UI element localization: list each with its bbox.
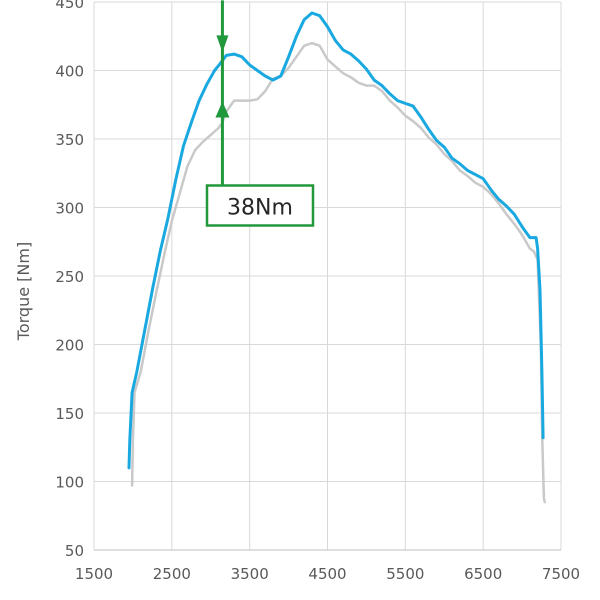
- x-tick-label: 3500: [231, 565, 269, 583]
- x-tick-label: 4500: [308, 565, 346, 583]
- y-tick-label: 200: [55, 337, 84, 355]
- y-tick-labels: 50 100 150 200 250 300 350 400 450: [55, 0, 84, 560]
- annotation-box: [205, 184, 315, 227]
- y-tick-label: 300: [55, 200, 84, 218]
- y-tick-label: 150: [55, 405, 84, 423]
- y-tick-label: 400: [55, 63, 84, 81]
- x-tick-label: 2500: [153, 565, 191, 583]
- x-tick-label: 1500: [75, 565, 113, 583]
- x-tick-labels: 1500 2500 3500 4500 5500 6500 7500: [75, 565, 580, 583]
- series-line-grey: [130, 41, 546, 504]
- y-tick-label: 450: [55, 0, 84, 12]
- series-lines: [127, 11, 546, 504]
- series-line-blue: [127, 11, 545, 470]
- grid-lines: [93, 1, 562, 550]
- y-axis-title: Torque [Nm]: [14, 242, 33, 341]
- annotation-arrow-up-icon: [215, 101, 230, 118]
- x-tick-label: 5500: [386, 565, 424, 583]
- annotation-arrow-down-icon: [216, 35, 229, 53]
- x-tick-label: 7500: [542, 565, 580, 583]
- annotation: 38Nm: [205, 0, 315, 227]
- y-tick-label: 250: [55, 268, 84, 286]
- annotation-label: 38Nm: [227, 196, 293, 221]
- x-tick-label: 6500: [464, 565, 502, 583]
- y-tick-label: 100: [55, 474, 84, 492]
- y-tick-label: 350: [55, 131, 84, 149]
- y-tick-label: 50: [65, 542, 84, 560]
